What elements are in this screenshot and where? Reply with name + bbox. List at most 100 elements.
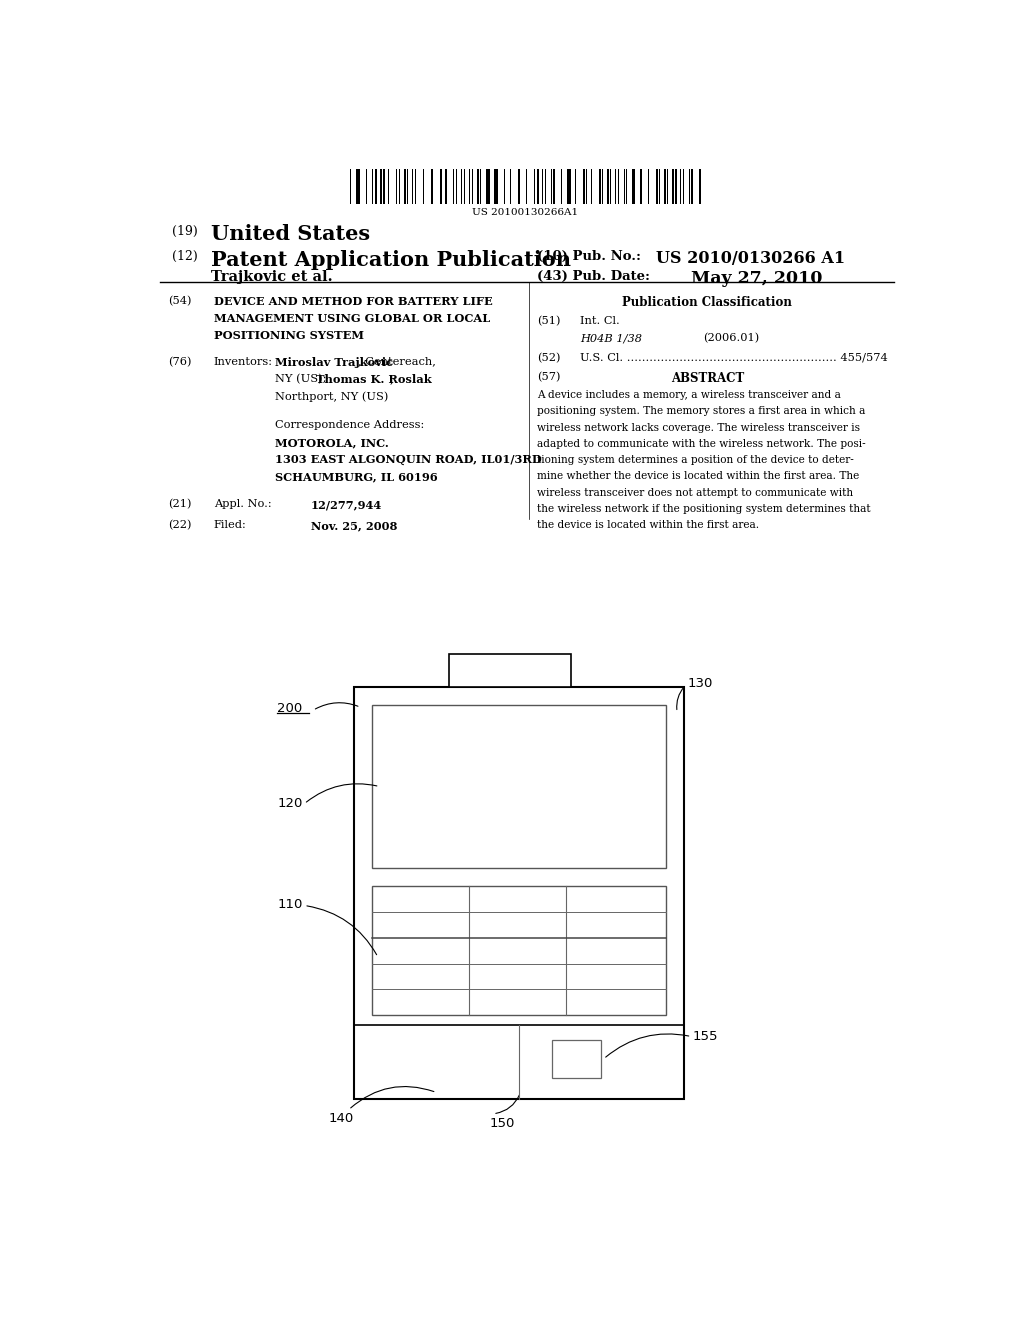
Bar xyxy=(624,169,625,205)
Bar xyxy=(396,169,397,205)
Bar xyxy=(566,169,568,205)
Bar xyxy=(415,169,417,205)
Bar xyxy=(569,169,570,205)
Text: Inventors:: Inventors: xyxy=(214,356,272,367)
Text: Northport, NY (US): Northport, NY (US) xyxy=(274,391,388,401)
Text: 155: 155 xyxy=(693,1031,719,1044)
Text: mine whether the device is located within the first area. The: mine whether the device is located withi… xyxy=(537,471,859,482)
Text: adapted to communicate with the wireless network. The posi-: adapted to communicate with the wireless… xyxy=(537,440,865,449)
Bar xyxy=(375,169,377,205)
Bar xyxy=(456,169,457,205)
Bar xyxy=(399,169,400,205)
Text: (57): (57) xyxy=(537,372,560,383)
Bar xyxy=(494,169,496,205)
Text: H04B 1/38: H04B 1/38 xyxy=(581,333,642,343)
Bar xyxy=(658,169,660,205)
Text: 150: 150 xyxy=(489,1117,514,1130)
Text: (22): (22) xyxy=(168,520,191,531)
Text: (76): (76) xyxy=(168,356,191,367)
Text: DEVICE AND METHOD FOR BATTERY LIFE: DEVICE AND METHOD FOR BATTERY LIFE xyxy=(214,296,493,306)
Text: wireless transceiver does not attempt to communicate with: wireless transceiver does not attempt to… xyxy=(537,487,853,498)
Bar xyxy=(586,169,587,205)
Text: May 27, 2010: May 27, 2010 xyxy=(691,271,823,288)
Bar xyxy=(461,169,463,205)
Bar xyxy=(699,169,700,205)
Bar xyxy=(380,169,382,205)
Bar xyxy=(431,169,432,205)
Text: the wireless network if the positioning system determines that: the wireless network if the positioning … xyxy=(537,504,870,513)
Bar xyxy=(358,169,359,205)
Text: Appl. No.:: Appl. No.: xyxy=(214,499,271,510)
Bar xyxy=(591,169,592,205)
Bar xyxy=(372,886,666,1015)
Bar xyxy=(537,169,540,205)
Bar xyxy=(673,169,674,205)
Bar xyxy=(372,169,373,205)
Text: Trajkovic et al.: Trajkovic et al. xyxy=(211,271,333,284)
Bar xyxy=(632,169,634,205)
Bar xyxy=(472,169,473,205)
Text: , Centereach,: , Centereach, xyxy=(357,356,435,367)
Bar xyxy=(675,169,677,205)
Bar xyxy=(599,169,601,205)
Text: wireless network lacks coverage. The wireless transceiver is: wireless network lacks coverage. The wir… xyxy=(537,422,860,433)
Text: 1303 EAST ALGONQUIN ROAD, IL01/3RD: 1303 EAST ALGONQUIN ROAD, IL01/3RD xyxy=(274,454,542,465)
Text: positioning system. The memory stores a first area in which a: positioning system. The memory stores a … xyxy=(537,407,865,416)
Bar xyxy=(355,169,357,205)
Bar xyxy=(488,169,490,205)
Bar xyxy=(453,169,455,205)
Text: 120: 120 xyxy=(278,797,302,809)
Bar xyxy=(552,1040,601,1078)
Bar xyxy=(477,169,478,205)
Bar xyxy=(526,169,527,205)
Text: Thomas K. Roslak: Thomas K. Roslak xyxy=(316,374,432,385)
Text: ABSTRACT: ABSTRACT xyxy=(671,372,744,385)
Text: (51): (51) xyxy=(537,315,560,326)
Text: Correspondence Address:: Correspondence Address: xyxy=(274,420,424,429)
Text: ,: , xyxy=(390,374,393,384)
Text: US 2010/0130266 A1: US 2010/0130266 A1 xyxy=(655,249,845,267)
Text: tioning system determines a position of the device to deter-: tioning system determines a position of … xyxy=(537,455,853,465)
Text: (21): (21) xyxy=(168,499,191,510)
Text: Publication Classification: Publication Classification xyxy=(623,296,793,309)
Bar xyxy=(404,169,406,205)
Bar xyxy=(354,686,684,1098)
Bar xyxy=(485,169,487,205)
Bar xyxy=(480,169,481,205)
Text: (12): (12) xyxy=(172,249,198,263)
Bar xyxy=(553,169,555,205)
Bar xyxy=(450,655,570,686)
Bar xyxy=(423,169,425,205)
Text: NY (US);: NY (US); xyxy=(274,374,330,384)
Bar xyxy=(439,169,442,205)
Bar xyxy=(665,169,667,205)
Bar xyxy=(497,169,498,205)
Text: Filed:: Filed: xyxy=(214,520,247,531)
Text: Patent Application Publication: Patent Application Publication xyxy=(211,249,571,269)
Text: United States: United States xyxy=(211,224,371,244)
Text: POSITIONING SYSTEM: POSITIONING SYSTEM xyxy=(214,330,364,341)
Text: A device includes a memory, a wireless transceiver and a: A device includes a memory, a wireless t… xyxy=(537,391,841,400)
Text: (54): (54) xyxy=(168,296,191,306)
Text: (19): (19) xyxy=(172,224,198,238)
Bar xyxy=(691,169,693,205)
Text: (52): (52) xyxy=(537,352,560,363)
Bar xyxy=(607,169,608,205)
Text: 110: 110 xyxy=(278,899,302,911)
Text: U.S. Cl. ........................................................ 455/574: U.S. Cl. ...............................… xyxy=(581,352,888,363)
Bar xyxy=(518,169,520,205)
Text: US 20100130266A1: US 20100130266A1 xyxy=(472,209,578,218)
Text: Int. Cl.: Int. Cl. xyxy=(581,315,621,326)
Text: 12/277,944: 12/277,944 xyxy=(310,499,382,510)
Bar xyxy=(656,169,658,205)
Bar xyxy=(383,169,385,205)
Bar xyxy=(610,169,611,205)
Bar xyxy=(372,705,666,867)
Text: 140: 140 xyxy=(329,1111,354,1125)
Bar xyxy=(551,169,553,205)
Text: Miroslav Trajkovic: Miroslav Trajkovic xyxy=(274,356,393,367)
Text: SCHAUMBURG, IL 60196: SCHAUMBURG, IL 60196 xyxy=(274,471,437,482)
Bar xyxy=(583,169,585,205)
Text: 130: 130 xyxy=(687,677,713,690)
Text: (43) Pub. Date:: (43) Pub. Date: xyxy=(537,271,649,284)
